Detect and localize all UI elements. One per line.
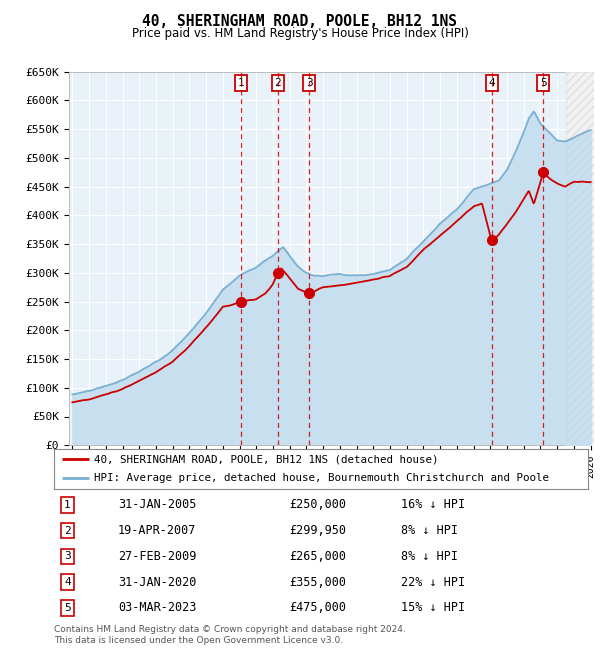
Text: 5: 5 (64, 603, 71, 613)
Text: This data is licensed under the Open Government Licence v3.0.: This data is licensed under the Open Gov… (54, 636, 343, 645)
Text: 1: 1 (64, 500, 71, 510)
Text: £475,000: £475,000 (289, 601, 346, 614)
Text: £299,950: £299,950 (289, 524, 346, 537)
Text: 4: 4 (488, 78, 495, 88)
Text: 4: 4 (64, 577, 71, 587)
Text: £250,000: £250,000 (289, 499, 346, 512)
Text: 31-JAN-2005: 31-JAN-2005 (118, 499, 196, 512)
Text: £355,000: £355,000 (289, 576, 346, 589)
Text: 19-APR-2007: 19-APR-2007 (118, 524, 196, 537)
Text: 15% ↓ HPI: 15% ↓ HPI (401, 601, 465, 614)
Text: Contains HM Land Registry data © Crown copyright and database right 2024.: Contains HM Land Registry data © Crown c… (54, 625, 406, 634)
Text: 03-MAR-2023: 03-MAR-2023 (118, 601, 196, 614)
Text: 3: 3 (306, 78, 313, 88)
Text: 5: 5 (540, 78, 547, 88)
Text: 40, SHERINGHAM ROAD, POOLE, BH12 1NS (detached house): 40, SHERINGHAM ROAD, POOLE, BH12 1NS (de… (94, 454, 439, 464)
Text: 3: 3 (64, 551, 71, 562)
Text: 31-JAN-2020: 31-JAN-2020 (118, 576, 196, 589)
Text: 40, SHERINGHAM ROAD, POOLE, BH12 1NS: 40, SHERINGHAM ROAD, POOLE, BH12 1NS (143, 14, 458, 29)
Text: 16% ↓ HPI: 16% ↓ HPI (401, 499, 465, 512)
Text: 22% ↓ HPI: 22% ↓ HPI (401, 576, 465, 589)
Text: Price paid vs. HM Land Registry's House Price Index (HPI): Price paid vs. HM Land Registry's House … (131, 27, 469, 40)
Text: 8% ↓ HPI: 8% ↓ HPI (401, 524, 458, 537)
Text: 8% ↓ HPI: 8% ↓ HPI (401, 550, 458, 563)
Text: HPI: Average price, detached house, Bournemouth Christchurch and Poole: HPI: Average price, detached house, Bour… (94, 473, 549, 483)
Text: 1: 1 (238, 78, 244, 88)
Text: 2: 2 (274, 78, 281, 88)
Text: £265,000: £265,000 (289, 550, 346, 563)
Text: 2: 2 (64, 526, 71, 536)
Text: 27-FEB-2009: 27-FEB-2009 (118, 550, 196, 563)
